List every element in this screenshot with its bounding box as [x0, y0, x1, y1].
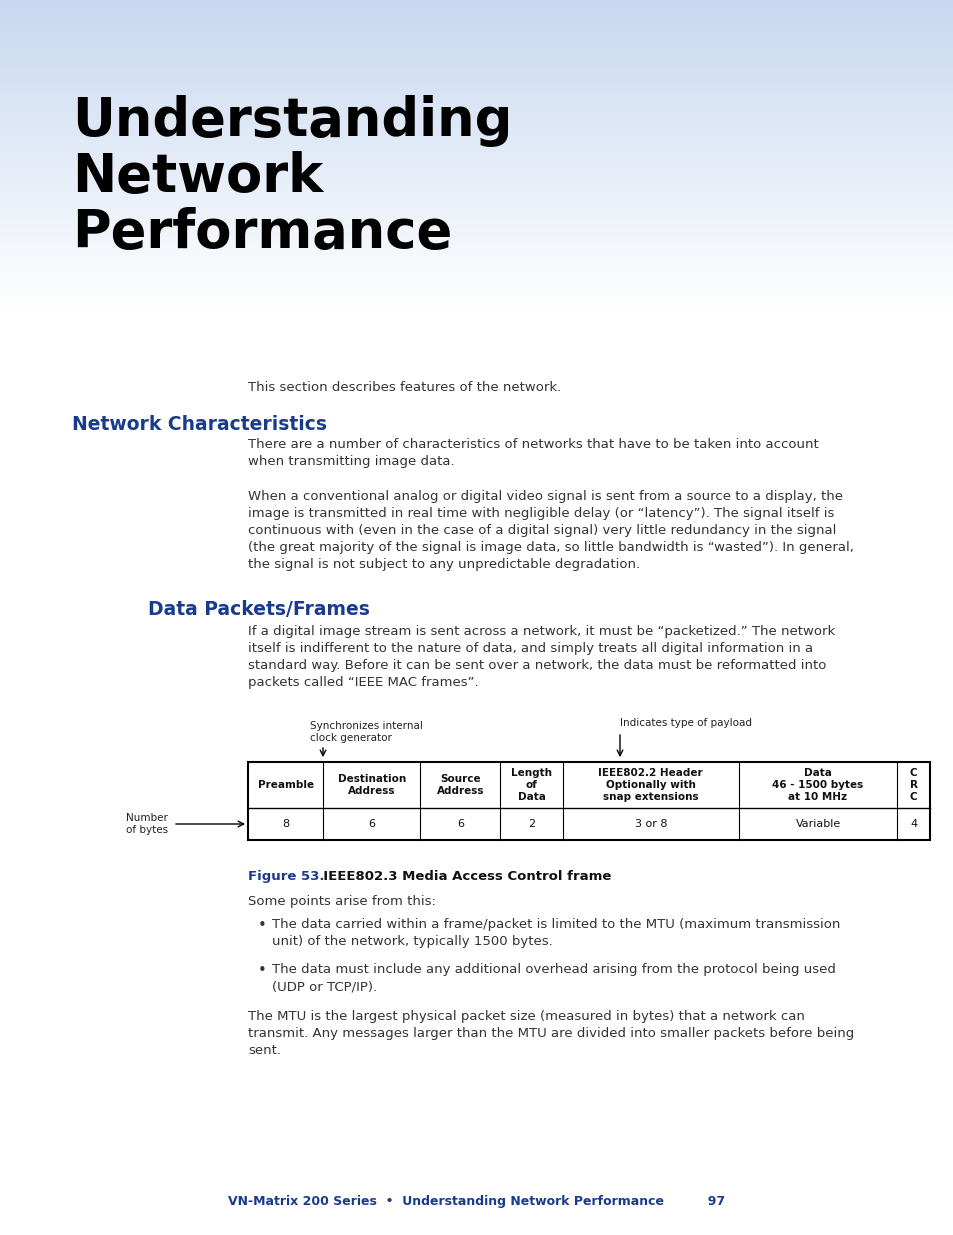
Text: 2: 2	[527, 819, 535, 829]
Text: The MTU is the largest physical packet size (measured in bytes) that a network c: The MTU is the largest physical packet s…	[248, 1010, 853, 1057]
Text: Preamble: Preamble	[257, 781, 314, 790]
Text: 8: 8	[282, 819, 289, 829]
Text: There are a number of characteristics of networks that have to be taken into acc: There are a number of characteristics of…	[248, 438, 818, 468]
Text: If a digital image stream is sent across a network, it must be “packetized.” The: If a digital image stream is sent across…	[248, 625, 835, 689]
Text: IEEE802.2 Header
Optionally with
snap extensions: IEEE802.2 Header Optionally with snap ex…	[598, 768, 702, 802]
Text: VN-Matrix 200 Series  •  Understanding Network Performance          97: VN-Matrix 200 Series • Understanding Net…	[228, 1195, 725, 1208]
Text: C
R
C: C R C	[909, 768, 917, 802]
Text: 6: 6	[456, 819, 463, 829]
Text: This section describes features of the network.: This section describes features of the n…	[248, 382, 560, 394]
Text: Figure 53.: Figure 53.	[248, 869, 324, 883]
Text: Length
of
Data: Length of Data	[511, 768, 552, 802]
Text: 6: 6	[368, 819, 375, 829]
Text: The data must include any additional overhead arising from the protocol being us: The data must include any additional ove…	[272, 963, 835, 993]
Text: Data Packets/Frames: Data Packets/Frames	[148, 600, 370, 619]
Text: Variable: Variable	[795, 819, 840, 829]
Text: Understanding
Network
Performance: Understanding Network Performance	[71, 95, 512, 259]
Text: 3 or 8: 3 or 8	[634, 819, 666, 829]
Text: The data carried within a frame/packet is limited to the MTU (maximum transmissi: The data carried within a frame/packet i…	[272, 918, 840, 948]
Text: •: •	[257, 963, 267, 978]
Bar	[248, 762, 929, 840]
Text: Indicates type of payload: Indicates type of payload	[619, 718, 751, 727]
Text: Number
of bytes: Number of bytes	[126, 813, 168, 835]
Text: •: •	[257, 918, 267, 932]
Text: Network Characteristics: Network Characteristics	[71, 415, 327, 433]
Text: Synchronizes internal
clock generator: Synchronizes internal clock generator	[310, 721, 422, 742]
Text: Destination
Address: Destination Address	[337, 774, 406, 795]
Bar	[0, 310, 953, 1235]
Text: Data
46 - 1500 bytes
at 10 MHz: Data 46 - 1500 bytes at 10 MHz	[772, 768, 862, 802]
Text: Source
Address: Source Address	[436, 774, 483, 795]
Text: 4: 4	[909, 819, 916, 829]
Text: When a conventional analog or digital video signal is sent from a source to a di: When a conventional analog or digital vi…	[248, 490, 853, 571]
Text: IEEE802.3 Media Access Control frame: IEEE802.3 Media Access Control frame	[314, 869, 611, 883]
Text: Some points arise from this:: Some points arise from this:	[248, 895, 436, 908]
